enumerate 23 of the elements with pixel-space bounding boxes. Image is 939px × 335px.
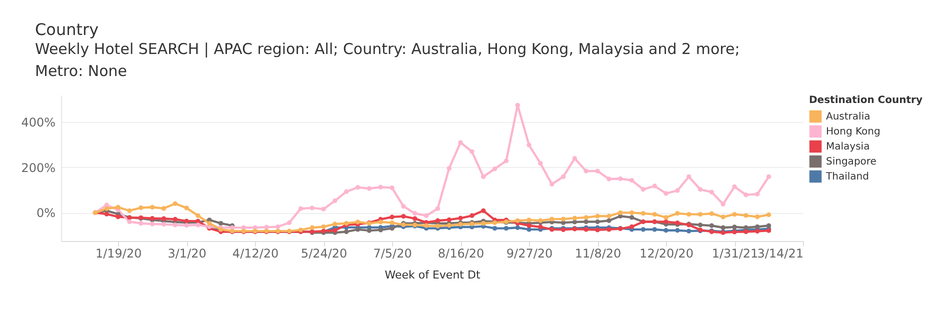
x-tick-label: 11/8/20 bbox=[574, 246, 622, 260]
x-tick-label: 8/16/20 bbox=[438, 246, 484, 260]
x-tick-label: 9/27/20 bbox=[506, 246, 553, 260]
legend-label: Thailand bbox=[825, 172, 869, 182]
x-tick-label: 5/24/20 bbox=[300, 246, 348, 260]
x-tick-label: 1/31/21 bbox=[712, 246, 758, 260]
chart-title: Country bbox=[35, 20, 99, 39]
x-tick-label: 7/5/20 bbox=[373, 246, 412, 260]
x-tick-label: 1/19/20 bbox=[95, 246, 142, 260]
y-tick-label: 0% bbox=[36, 206, 56, 220]
x-tick-label: 3/1/20 bbox=[168, 246, 206, 260]
y-tick-label: 200% bbox=[21, 160, 56, 175]
x-axis-title: Week of Event Dt bbox=[384, 268, 481, 282]
legend-label: Singapore bbox=[826, 156, 876, 168]
y-tick-label: 400% bbox=[21, 116, 56, 130]
x-tick-label: 4/12/20 bbox=[232, 246, 279, 260]
legend-label: Australia bbox=[826, 112, 870, 122]
legend-title: Destination Country bbox=[809, 95, 923, 106]
legend-label: Hong Kong bbox=[826, 126, 880, 138]
x-tick-label: 12/20/20 bbox=[640, 246, 694, 260]
legend-label: Malaysia bbox=[826, 142, 870, 152]
chart-subtitle: Weekly Hotel SEARCH | APAC region: All; Country: Australia, Hong Kong, Malaysia and 2 more; Metro: None bbox=[35, 40, 740, 80]
x-tick-label: 3/14/21 bbox=[757, 246, 804, 260]
